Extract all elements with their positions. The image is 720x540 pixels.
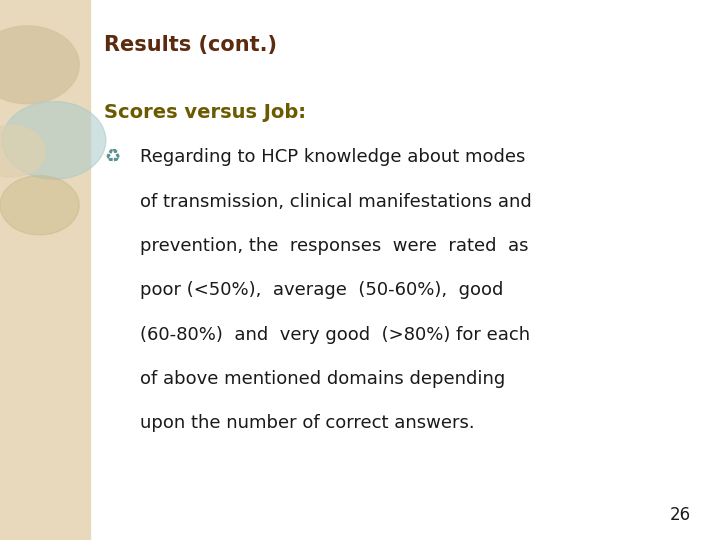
Text: Results (cont.): Results (cont.): [104, 35, 277, 55]
Circle shape: [0, 125, 45, 177]
Circle shape: [0, 26, 79, 104]
Circle shape: [2, 102, 106, 179]
Text: (60-80%)  and  very good  (>80%) for each: (60-80%) and very good (>80%) for each: [140, 326, 531, 343]
Text: of transmission, clinical manifestations and: of transmission, clinical manifestations…: [140, 193, 532, 211]
Circle shape: [0, 176, 79, 235]
Text: ♻: ♻: [104, 148, 120, 166]
Text: 26: 26: [670, 506, 691, 524]
Text: upon the number of correct answers.: upon the number of correct answers.: [140, 414, 475, 432]
Text: of above mentioned domains depending: of above mentioned domains depending: [140, 370, 505, 388]
Bar: [0, 0, 90, 540]
Text: Scores versus Job:: Scores versus Job:: [104, 103, 307, 122]
Text: poor (<50%),  average  (50-60%),  good: poor (<50%), average (50-60%), good: [140, 281, 504, 299]
Text: prevention, the  responses  were  rated  as: prevention, the responses were rated as: [140, 237, 529, 255]
Text: Regarding to HCP knowledge about modes: Regarding to HCP knowledge about modes: [140, 148, 526, 166]
